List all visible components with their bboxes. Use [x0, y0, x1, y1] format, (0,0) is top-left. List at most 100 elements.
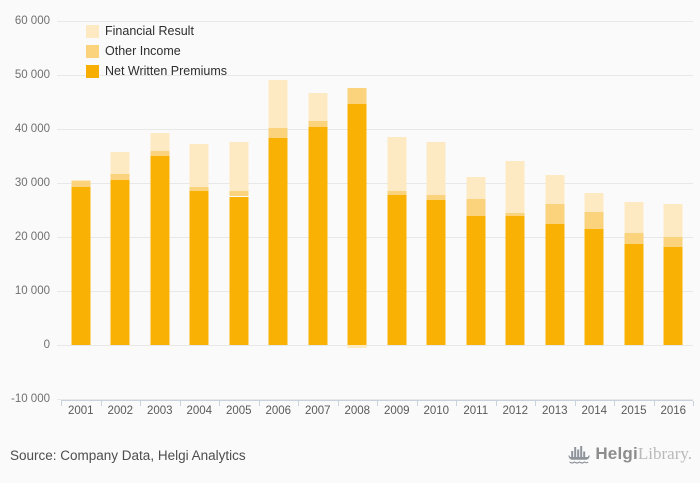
- bar-2015[interactable]: [614, 21, 654, 400]
- segment-financial-result[interactable]: [545, 175, 565, 205]
- axis-tick: [417, 401, 418, 406]
- segment-other-income[interactable]: [387, 191, 407, 196]
- logo-text-helgi: Helgi: [595, 443, 638, 463]
- segment-other-income[interactable]: [189, 187, 209, 192]
- segment-financial-result[interactable]: [584, 193, 604, 212]
- segment-financial-result[interactable]: [505, 161, 525, 214]
- x-axis-label: 2008: [344, 405, 371, 417]
- segment-net-written-premiums[interactable]: [387, 195, 407, 345]
- segment-financial-result[interactable]: [308, 92, 328, 121]
- segment-other-income[interactable]: [347, 87, 367, 105]
- segment-net-written-premiums[interactable]: [71, 187, 91, 345]
- segment-other-income[interactable]: [110, 174, 130, 180]
- segment-net-written-premiums[interactable]: [505, 216, 525, 345]
- segment-other-income[interactable]: [466, 199, 486, 216]
- legend-label: Financial Result: [105, 24, 194, 38]
- segment-other-income[interactable]: [663, 237, 683, 247]
- y-axis-label: 50 000: [14, 69, 50, 81]
- segment-financial-result[interactable]: [189, 143, 209, 188]
- segment-other-income[interactable]: [268, 128, 288, 139]
- segment-net-written-premiums[interactable]: [347, 104, 367, 345]
- bar-2016[interactable]: [654, 21, 694, 400]
- axis-tick: [535, 401, 536, 406]
- segment-net-written-premiums[interactable]: [110, 179, 130, 345]
- segment-other-income[interactable]: [71, 180, 91, 188]
- segment-net-written-premiums[interactable]: [663, 246, 683, 345]
- bar-2003[interactable]: [140, 21, 180, 400]
- segment-financial-result[interactable]: [426, 141, 446, 196]
- x-axis-label: 2012: [502, 405, 529, 417]
- legend-swatch: [86, 44, 99, 58]
- axis-tick: [61, 401, 62, 406]
- axis-tick: [575, 401, 576, 406]
- segment-net-written-premiums[interactable]: [466, 215, 486, 345]
- segment-financial-result[interactable]: [150, 133, 170, 151]
- segment-financial-result[interactable]: [71, 179, 91, 181]
- axis-tick: [377, 401, 378, 406]
- bar-2011[interactable]: [456, 21, 496, 400]
- y-axis-label: 40 000: [14, 123, 50, 135]
- bar-2005[interactable]: [219, 21, 259, 400]
- segment-net-written-premiums[interactable]: [308, 127, 328, 345]
- bar-2002[interactable]: [101, 21, 141, 400]
- x-axis-label: 2016: [660, 405, 687, 417]
- segment-net-written-premiums[interactable]: [189, 191, 209, 345]
- bar-2007[interactable]: [298, 21, 338, 400]
- bar-2010[interactable]: [417, 21, 457, 400]
- bar-2013[interactable]: [535, 21, 575, 400]
- segment-net-written-premiums[interactable]: [268, 138, 288, 345]
- x-axis-label: 2009: [383, 405, 410, 417]
- bar-2001[interactable]: [61, 21, 101, 400]
- segment-other-income[interactable]: [545, 204, 565, 225]
- legend-item-other-income[interactable]: Other Income: [86, 44, 227, 58]
- segment-financial-result[interactable]: [624, 202, 644, 234]
- axis-tick: [259, 401, 260, 406]
- helgi-library-logo[interactable]: Helgi Library.: [568, 443, 692, 464]
- gridline: [57, 129, 693, 130]
- bar-2008[interactable]: [338, 21, 378, 400]
- segment-other-income[interactable]: [584, 211, 604, 229]
- x-axis-label: 2007: [304, 405, 331, 417]
- bar-2006[interactable]: [259, 21, 299, 400]
- bar-2004[interactable]: [180, 21, 220, 400]
- segment-other-income[interactable]: [229, 191, 249, 197]
- segment-financial-result[interactable]: [229, 141, 249, 192]
- segment-financial-result[interactable]: [466, 176, 486, 200]
- segment-net-written-premiums[interactable]: [545, 224, 565, 345]
- segment-other-income[interactable]: [505, 213, 525, 217]
- segment-financial-result[interactable]: [347, 345, 367, 348]
- y-axis-label: 60 000: [14, 15, 50, 27]
- segment-net-written-premiums[interactable]: [624, 244, 644, 345]
- segment-financial-result[interactable]: [110, 151, 130, 175]
- x-axis-label: 2005: [225, 405, 252, 417]
- gridline: [57, 345, 693, 346]
- segment-net-written-premiums[interactable]: [229, 196, 249, 345]
- gridline: [57, 399, 693, 400]
- segment-financial-result[interactable]: [663, 204, 683, 237]
- segment-net-written-premiums[interactable]: [150, 156, 170, 345]
- x-axis-label: 2001: [67, 405, 94, 417]
- y-axis-label: 20 000: [14, 231, 50, 243]
- bar-2014[interactable]: [575, 21, 615, 400]
- x-axis-label: 2011: [463, 405, 489, 417]
- segment-net-written-premiums[interactable]: [584, 228, 604, 345]
- segment-net-written-premiums[interactable]: [426, 199, 446, 345]
- bar-2012[interactable]: [496, 21, 536, 400]
- gridline: [57, 237, 693, 238]
- x-axis-label: 2002: [107, 405, 134, 417]
- segment-other-income[interactable]: [624, 233, 644, 245]
- segment-other-income[interactable]: [308, 120, 328, 128]
- segment-other-income[interactable]: [426, 195, 446, 200]
- segment-financial-result[interactable]: [268, 79, 288, 129]
- legend-item-net-written-premiums[interactable]: Net Written Premiums: [86, 64, 227, 78]
- legend-item-financial-result[interactable]: Financial Result: [86, 24, 227, 38]
- x-axis-label: 2014: [581, 405, 608, 417]
- bar-2009[interactable]: [377, 21, 417, 400]
- axis-tick: [338, 401, 339, 406]
- segment-financial-result[interactable]: [387, 136, 407, 192]
- helgi-ship-icon: [568, 446, 590, 464]
- legend-swatch: [86, 64, 99, 78]
- segment-other-income[interactable]: [150, 150, 170, 156]
- gridline: [57, 183, 693, 184]
